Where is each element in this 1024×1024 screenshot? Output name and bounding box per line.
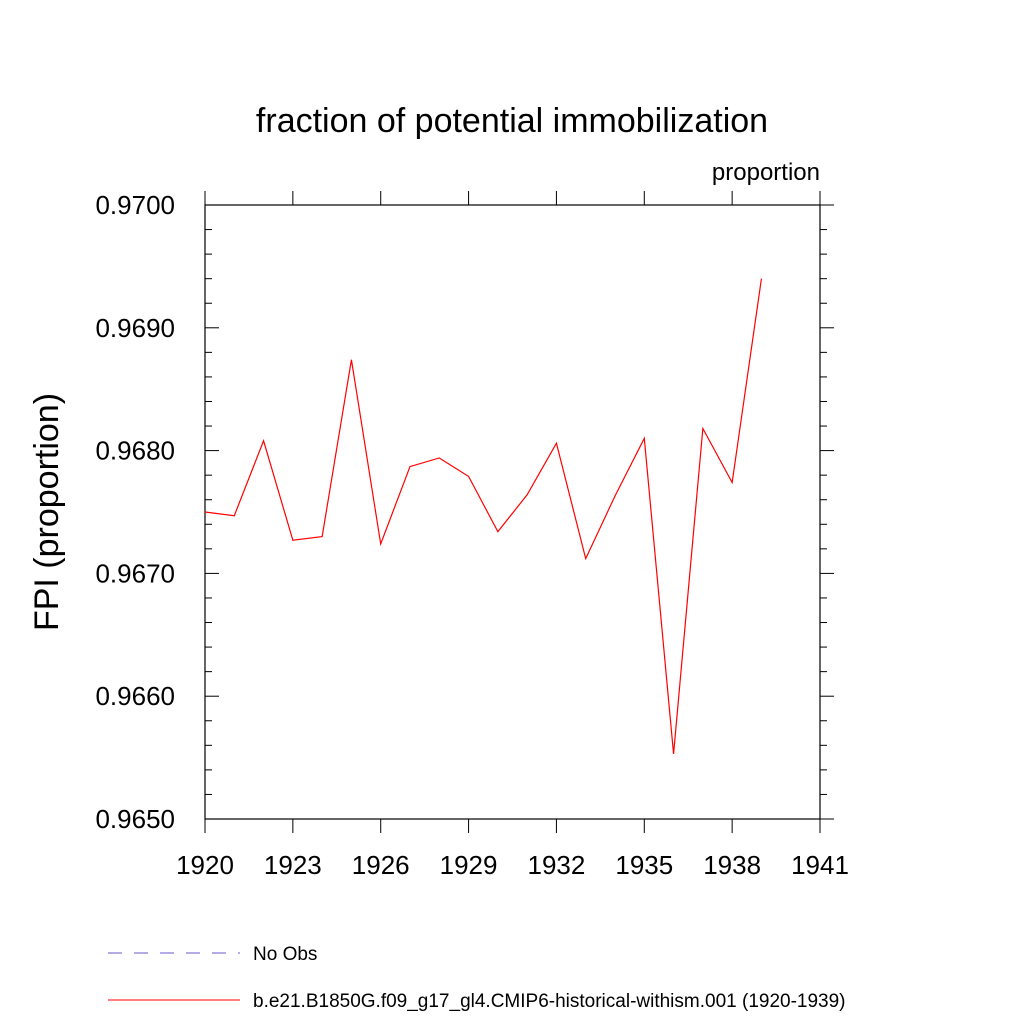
axis-ticks xyxy=(204,191,834,833)
y-tick-label: 0.9680 xyxy=(95,436,175,466)
legend-label-model: b.e21.B1850G.f09_g17_gl4.CMIP6-historica… xyxy=(253,991,846,1012)
chart-subtitle: proportion xyxy=(712,159,820,186)
y-tick-label: 0.9700 xyxy=(95,190,175,220)
chart-title: fraction of potential immobilization xyxy=(256,102,768,140)
x-tick-label: 1941 xyxy=(791,850,849,880)
plot-frame xyxy=(204,204,821,820)
y-tick-label: 0.9660 xyxy=(95,681,175,711)
legend: No Obs b.e21.B1850G.f09_g17_gl4.CMIP6-hi… xyxy=(108,944,846,1012)
y-tick-label: 0.9650 xyxy=(95,804,175,834)
x-tick-label: 1932 xyxy=(528,850,586,880)
x-tick-label: 1938 xyxy=(703,850,761,880)
legend-label-no-obs: No Obs xyxy=(253,944,317,965)
y-axis-label: FPI (proportion) xyxy=(28,393,66,631)
x-tick-label: 1935 xyxy=(615,850,673,880)
x-tick-label: 1923 xyxy=(264,850,322,880)
series-lines xyxy=(204,278,763,754)
axis-tick-labels: 1920 1923 1926 1929 1932 1935 1938 1941 0.9650 0.… xyxy=(95,190,848,880)
x-tick-label: 1920 xyxy=(176,850,234,880)
series-line-1 xyxy=(204,278,763,754)
y-tick-label: 0.9690 xyxy=(95,313,175,343)
y-tick-label: 0.9670 xyxy=(95,558,175,588)
x-tick-label: 1929 xyxy=(440,850,498,880)
x-tick-label: 1926 xyxy=(352,850,410,880)
